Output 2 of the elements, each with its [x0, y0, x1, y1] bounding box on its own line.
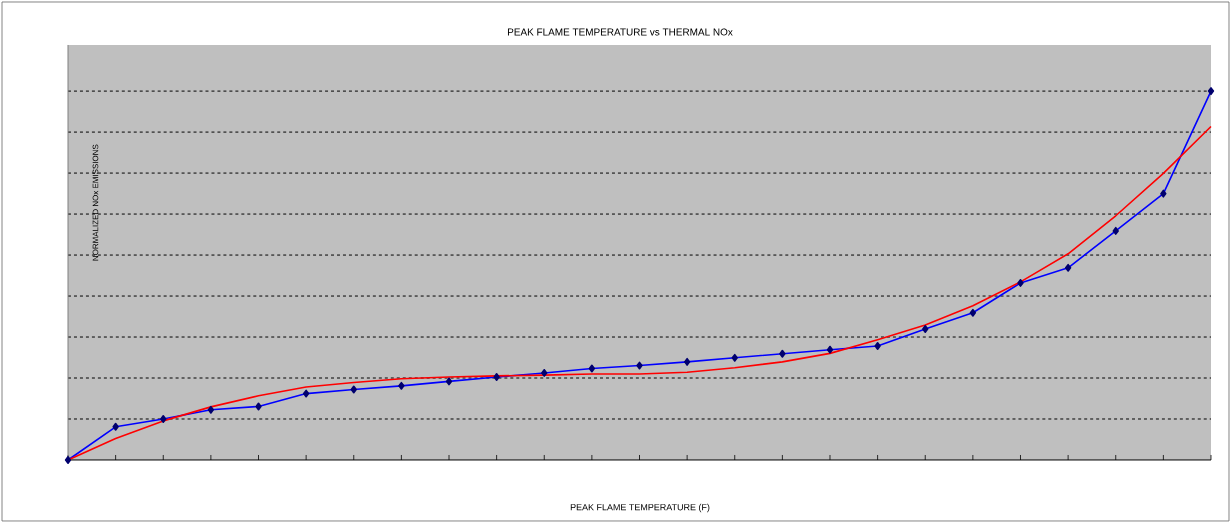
chart-title: PEAK FLAME TEMPERATURE vs THERMAL NOx: [507, 28, 733, 36]
x-axis-title: PEAK FLAME TEMPERATURE (F): [570, 503, 710, 513]
